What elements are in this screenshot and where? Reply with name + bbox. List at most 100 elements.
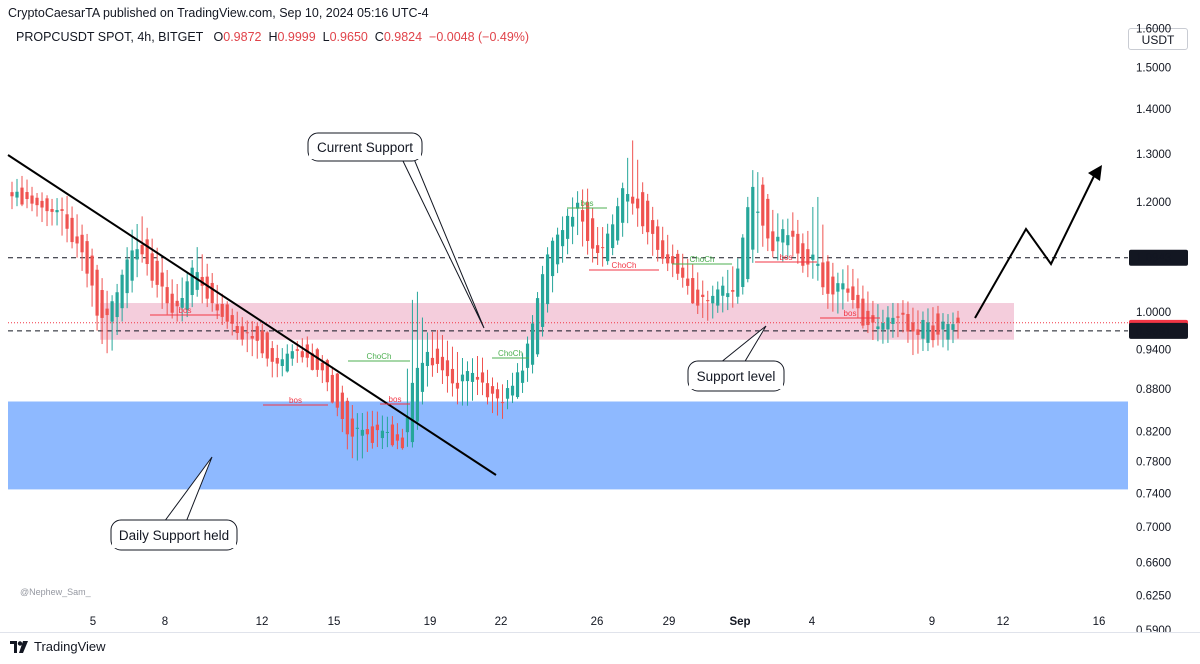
x-tick-label: 26 — [591, 616, 604, 628]
x-tick-label: Sep — [729, 616, 750, 628]
candle-body — [801, 243, 805, 266]
x-tick-label: 12 — [997, 616, 1010, 628]
choch-marker: ChoCh — [492, 349, 529, 359]
candle — [250, 321, 254, 357]
candle — [390, 416, 395, 447]
candle — [741, 234, 745, 295]
candle-body — [425, 351, 430, 366]
candle — [285, 344, 289, 373]
candle — [500, 384, 505, 419]
candle — [165, 269, 169, 315]
candle-body — [535, 298, 540, 355]
candle — [811, 206, 815, 279]
candle-body — [195, 272, 199, 290]
publisher-header: CryptoCaesarTA published on TradingView.… — [0, 0, 1200, 26]
candle — [85, 233, 89, 288]
candle — [931, 307, 935, 348]
candle-body — [861, 298, 865, 326]
marker-label: ChoCh — [690, 255, 715, 264]
candle — [746, 196, 750, 283]
candle-body — [591, 218, 595, 249]
y-tick-label: 0.6600 — [1136, 557, 1171, 569]
marker-label: ChoCh — [498, 349, 523, 358]
high-label: H — [268, 30, 278, 44]
candle-body — [245, 332, 249, 334]
candle-body — [395, 434, 400, 441]
candle-body — [791, 230, 795, 237]
callouts-layer: Current Support Support level Daily Suppor… — [110, 132, 785, 551]
callout-label: Support level — [697, 369, 776, 384]
candle — [941, 313, 945, 348]
candle-body — [45, 198, 49, 212]
candle-body — [941, 321, 945, 330]
candle — [435, 330, 440, 373]
candle — [170, 279, 174, 319]
tradingview-logo-icon — [10, 640, 28, 653]
candle-body — [400, 437, 405, 449]
publisher-line: CryptoCaesarTA published on TradingView.… — [8, 6, 429, 20]
candle-body — [540, 274, 545, 327]
candle-body — [110, 301, 114, 322]
candle — [245, 320, 249, 353]
candle — [440, 335, 445, 384]
candle — [686, 258, 690, 295]
candle-body — [731, 290, 735, 292]
y-tick-label: 1.6000 — [1136, 24, 1171, 36]
candle — [260, 323, 264, 359]
candle — [721, 276, 725, 313]
price-chart[interactable]: bos bos bos ChoCh ChoCh ChoCh ChoCh bos bos bos 1… — [0, 0, 1200, 632]
candle — [180, 277, 184, 322]
candle — [550, 237, 555, 293]
y-tick-label: 0.6250 — [1136, 590, 1171, 602]
y-tick-label: 1.4000 — [1136, 104, 1171, 116]
candle-body — [20, 187, 24, 205]
candle — [400, 428, 405, 450]
candle-body — [691, 278, 695, 304]
callout-tail — [401, 158, 485, 329]
y-axis[interactable]: 1.60001.50001.40001.30001.20001.10001.00… — [1136, 24, 1171, 632]
candle-body — [495, 389, 500, 399]
candle — [636, 159, 640, 227]
candle-body — [921, 319, 925, 339]
callout-mask — [309, 153, 421, 159]
candle — [896, 303, 900, 338]
candle — [475, 356, 480, 396]
candle — [300, 338, 304, 363]
currency-button[interactable]: USDT — [1128, 28, 1188, 50]
candle — [100, 278, 104, 345]
bos-marker: bos — [263, 396, 328, 406]
candle — [831, 262, 835, 312]
candle — [255, 322, 259, 359]
candle — [881, 309, 885, 344]
y-tick-label: 0.9400 — [1136, 344, 1171, 356]
high-value: 0.9999 — [277, 30, 316, 44]
candle-body — [145, 239, 149, 265]
x-axis[interactable]: 5 8 12 15 19 22 26 29 Sep 4 9 12 16 — [90, 616, 1106, 628]
candle — [716, 281, 720, 313]
daily-support-zone — [8, 401, 1128, 490]
candle — [330, 366, 334, 404]
candle — [646, 193, 650, 245]
candle-body — [130, 250, 134, 281]
candle — [560, 216, 565, 263]
candle — [30, 186, 34, 212]
candle-body — [946, 324, 950, 340]
candle-body — [826, 261, 830, 294]
candle — [140, 216, 144, 263]
candle — [270, 341, 274, 378]
candle-body — [450, 368, 455, 384]
candle — [836, 272, 840, 314]
candle — [555, 227, 560, 274]
candle-body — [651, 220, 655, 234]
candle-body — [510, 385, 515, 396]
candle — [410, 299, 415, 448]
symbol-name[interactable]: PROPCUSDT SPOT, 4h, BITGET — [16, 30, 204, 44]
candle-body — [385, 431, 389, 433]
candle — [901, 300, 905, 333]
candle-body — [135, 249, 139, 260]
candle — [445, 340, 450, 393]
footer-brand[interactable]: TradingView — [10, 639, 106, 654]
candle — [781, 219, 785, 262]
candle-body — [205, 276, 209, 299]
candle — [570, 197, 575, 245]
